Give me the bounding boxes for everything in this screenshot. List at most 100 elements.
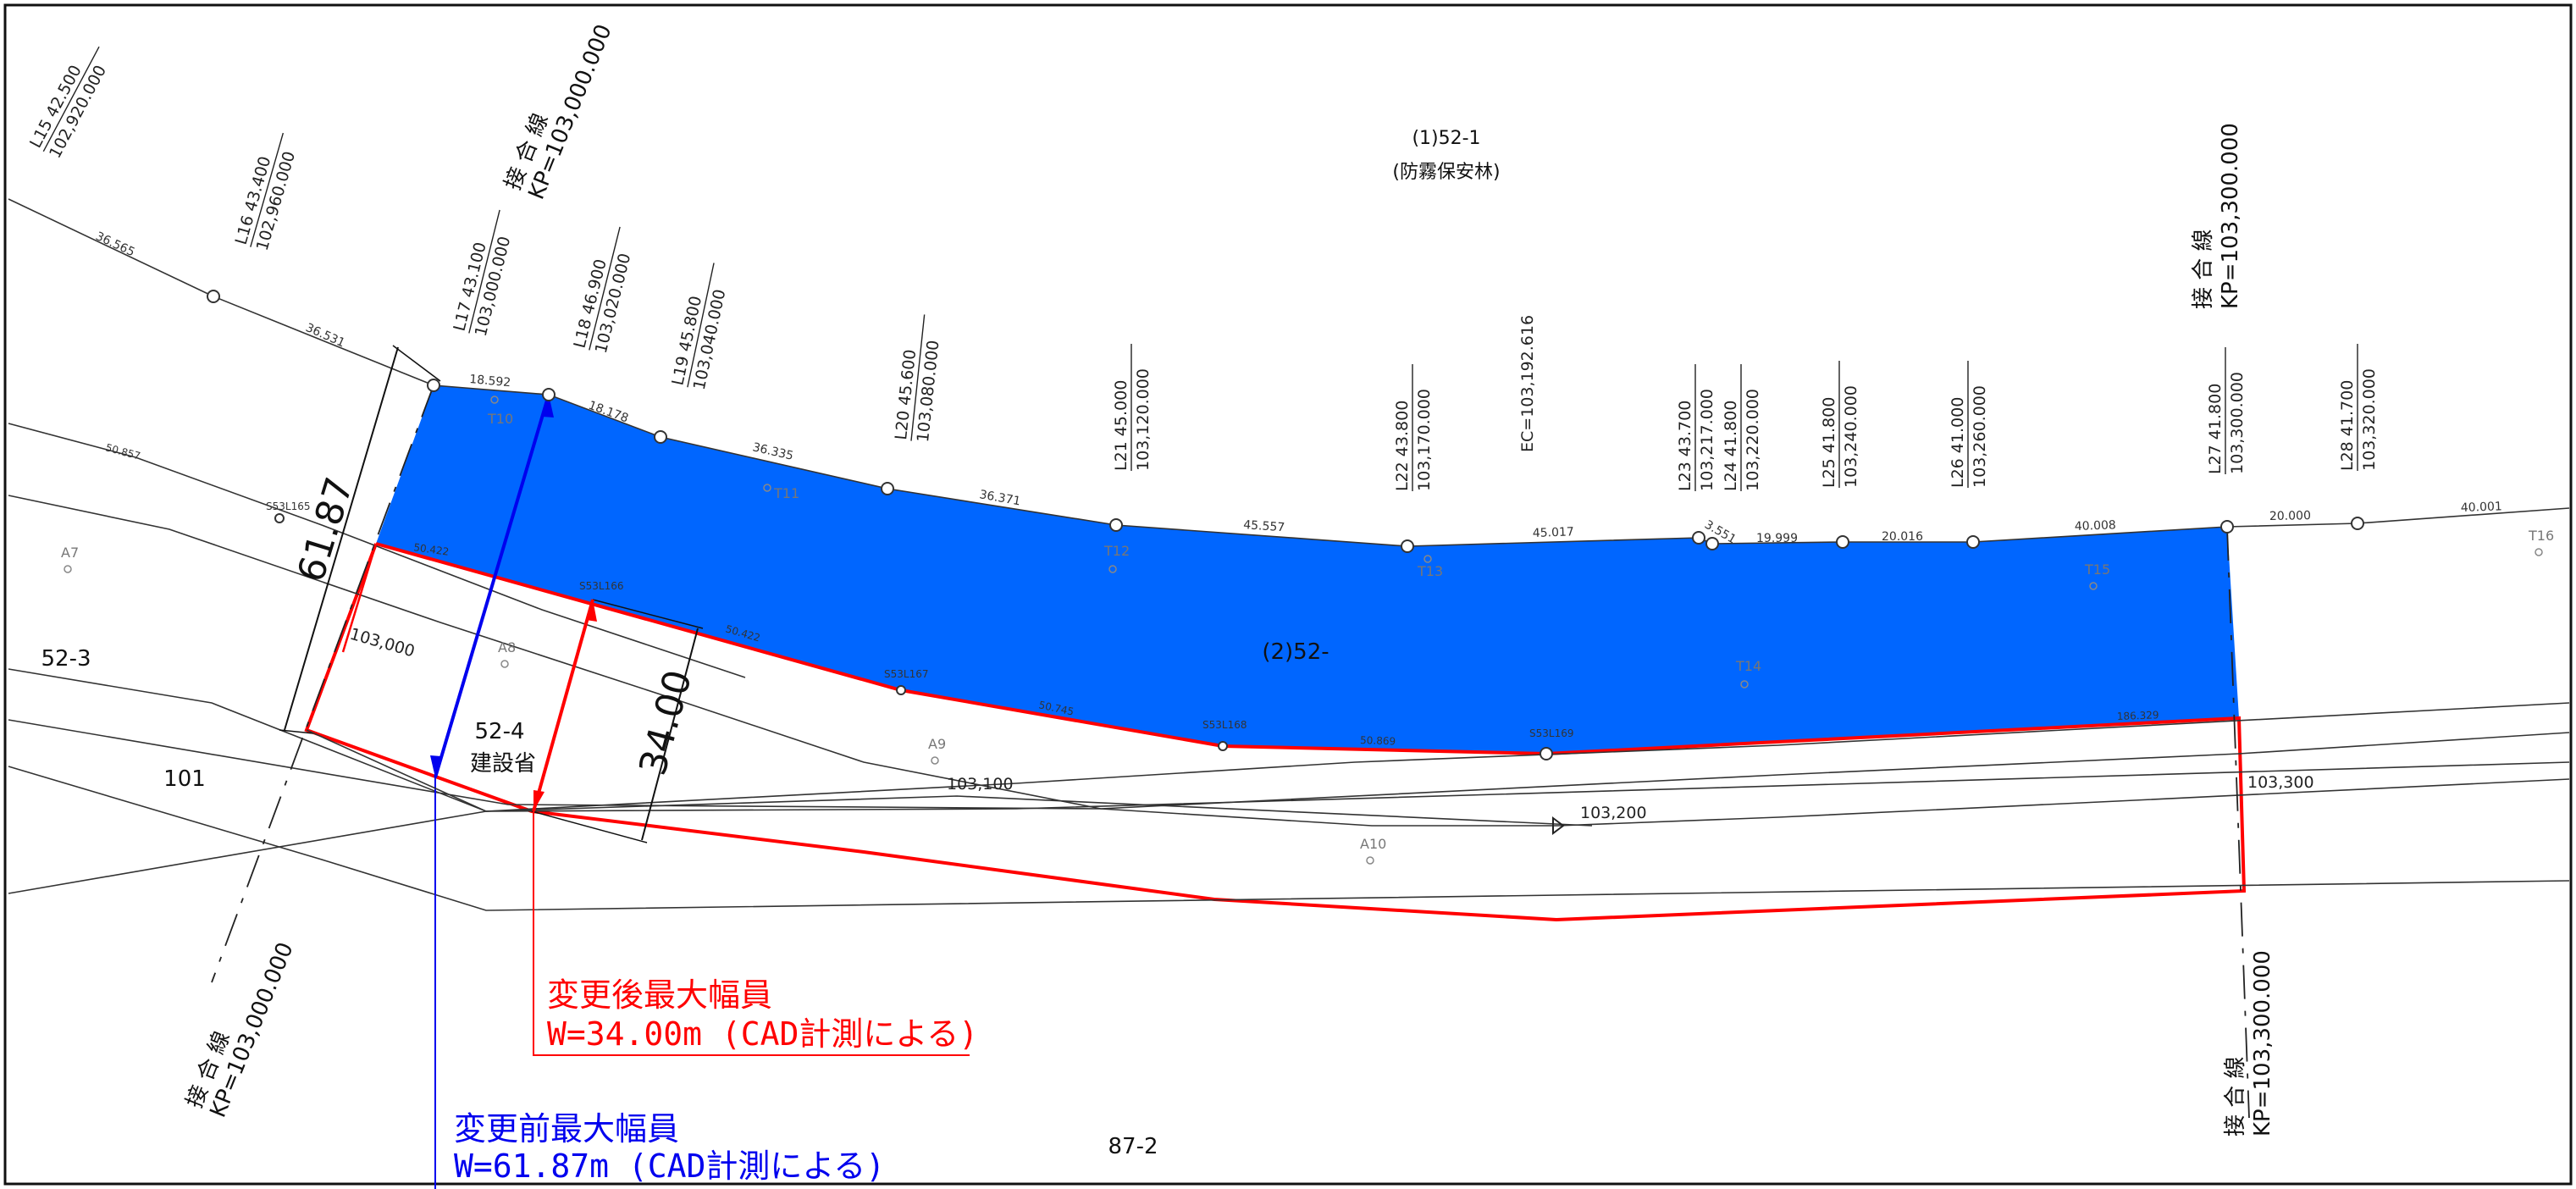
seg-lower-4: 50.869: [1360, 734, 1396, 747]
svg-text:L22 43.800: L22 43.800: [1393, 401, 1412, 491]
dimension-ext-2: [279, 729, 314, 734]
note-before-title: 変更前最大幅員: [454, 1110, 679, 1148]
parcel-52-4-label: 52-4: [474, 719, 524, 744]
station-label-L15: L15 42.500 102,920.000: [26, 46, 110, 162]
svg-text:L27 41.800: L27 41.800: [2206, 384, 2225, 474]
seg-top-7: 45.017: [1533, 525, 1575, 540]
road-line-4: [8, 719, 2570, 810]
note-after-title: 変更後最大幅員: [547, 976, 772, 1014]
survey-point-label-T12: T12: [1103, 543, 1130, 559]
svg-text:L26 41.000: L26 41.000: [1949, 397, 1967, 488]
joint-line-right: [2226, 526, 2250, 1119]
seg-top-12: 20.000: [2269, 509, 2311, 523]
seg-lower-5: 186.329: [2117, 709, 2159, 722]
svg-text:103,220.000: 103,220.000: [1744, 389, 1762, 491]
svg-text:L28 41.700: L28 41.700: [2338, 380, 2357, 471]
joint-line-label-top-left: 接 合 線 KP=103,000.000: [500, 21, 617, 203]
joint-line-label-bottom-left: 接 合 線 KP=103,000.000: [182, 939, 299, 1121]
chainage-103200: 103,200: [1580, 804, 1647, 822]
survey-point-label-T14: T14: [1735, 658, 1761, 674]
svg-text:接 合 線: 接 合 線: [2191, 229, 2216, 309]
road-line-1: [8, 423, 746, 678]
seg-top-0: 36.565: [93, 230, 136, 259]
svg-text:103,170.000: 103,170.000: [1415, 389, 1434, 491]
svg-text:103,260.000: 103,260.000: [1971, 385, 1989, 488]
svg-text:L24 41.800: L24 41.800: [1722, 401, 1740, 491]
parcel-52-area-label: (2)52-: [1262, 639, 1329, 665]
note-after-value: W=34.00m (CAD計測による): [547, 1015, 978, 1053]
survey-point-label-T11: T11: [773, 485, 799, 501]
svg-text:L23 43.700: L23 43.700: [1676, 401, 1694, 491]
svg-text:KP=103,000.000: KP=103,000.000: [523, 21, 616, 203]
parcel-52-3-label: 52-3: [41, 646, 91, 672]
station-label-L20: L20 45.600 103,080.000: [892, 314, 943, 443]
survey-point-label-T15: T15: [2084, 561, 2110, 578]
svg-text:KP=103,000.000: KP=103,000.000: [205, 939, 298, 1121]
boundary-point-label-3: S53L168: [1202, 719, 1247, 731]
station-label-L28: L28 41.700 103,320.000: [2338, 344, 2379, 471]
dimension-34-00: 34.00: [631, 666, 700, 780]
dimension-ext-1: [392, 345, 441, 382]
station-nodes: [207, 290, 2364, 760]
station-label-L26: L26 41.000 103,260.000: [1949, 361, 1989, 488]
joint-line-label-bottom-right: 接 合 線 KP=103,300.000: [2223, 950, 2275, 1136]
survey-point-label-T10: T10: [487, 411, 513, 427]
svg-text:KP=103,300.000: KP=103,300.000: [2250, 950, 2275, 1136]
seg-top-6: 45.557: [1243, 518, 1285, 534]
blue-width-line-before: [434, 394, 550, 778]
red-leader-line: [533, 811, 970, 1056]
dimension-ext-4: [531, 810, 648, 843]
station-label-L21: L21 45.000 103,120.000: [1112, 344, 1153, 471]
drawing-frame: [3, 3, 2573, 1186]
survey-marks: [64, 395, 2543, 865]
parcel-52-area: [376, 385, 2239, 754]
survey-point-label-T16: T16: [2528, 528, 2554, 544]
joint-line-left: [211, 384, 434, 983]
seg-top-1: 36.531: [303, 321, 346, 351]
road-line-5: [8, 761, 2570, 894]
road-line-3: [8, 668, 2570, 812]
station-label-L17: L17 43.100 103,000.000: [451, 209, 514, 338]
direction-marker: [1552, 816, 1565, 835]
road-line-6: [8, 766, 2570, 911]
station-label-L19: L19 45.800 103,040.000: [668, 263, 729, 391]
boundary-point-label-0: S53L165: [266, 500, 310, 512]
dimension-61-87: 61.87: [290, 473, 362, 587]
seg-top-2: 18.592: [469, 373, 511, 390]
dimension-line-61-87: [284, 346, 399, 731]
survey-point-label-A10: A10: [1360, 836, 1386, 852]
svg-text:L25 41.800: L25 41.800: [1820, 397, 1838, 488]
parcel-divider-1: [306, 729, 487, 812]
svg-text:103,300.000: 103,300.000: [2228, 372, 2247, 474]
station-label-L23: L23 43.700 103,217.000: [1676, 364, 1716, 491]
station-label-L22: L22 43.800 103,170.000: [1393, 364, 1434, 491]
dimension-line-34-00: [641, 628, 699, 841]
seg-lower-0: 50.857: [104, 441, 141, 462]
parcel-101-label: 101: [163, 766, 206, 792]
seg-top-13: 40.001: [2461, 500, 2503, 515]
blue-arrow-top: [543, 395, 554, 418]
svg-text:L21 45.000: L21 45.000: [1112, 380, 1130, 471]
station-label-L16: L16 43.400 102,960.000: [232, 132, 299, 253]
dimension-ext-3: [592, 599, 704, 629]
boundary-point-label-1: S53L166: [579, 580, 623, 592]
station-label-L27: L27 41.800 103,300.000: [2206, 347, 2247, 474]
parcel-upper-note: (防霧保安林): [1392, 162, 1500, 183]
station-label-L25: L25 41.800 103,240.000: [1820, 361, 1860, 488]
red-boundary-after: [304, 542, 2247, 922]
seg-top-9: 19.999: [1756, 532, 1798, 545]
seg-top-10: 20.016: [1882, 530, 1923, 544]
boundary-point-label-4: S53L169: [1529, 727, 1573, 739]
svg-text:接 合 線: 接 合 線: [2223, 1056, 2248, 1136]
parcel-87-2-label: 87-2: [1108, 1134, 1158, 1159]
red-arrow-bottom: [533, 790, 544, 811]
ec-label: EC=103,192.616: [1518, 315, 1537, 452]
svg-text:103,217.000: 103,217.000: [1698, 389, 1716, 491]
parcel-52-4-owner: 建設省: [470, 751, 536, 777]
road-centerline: [485, 795, 1593, 827]
blue-arrow-bottom: [430, 755, 441, 777]
seg-top-11: 40.008: [2075, 518, 2117, 534]
note-before-value: W=61.87m (CAD計測による): [454, 1148, 885, 1185]
red-arrow-top: [586, 600, 597, 622]
